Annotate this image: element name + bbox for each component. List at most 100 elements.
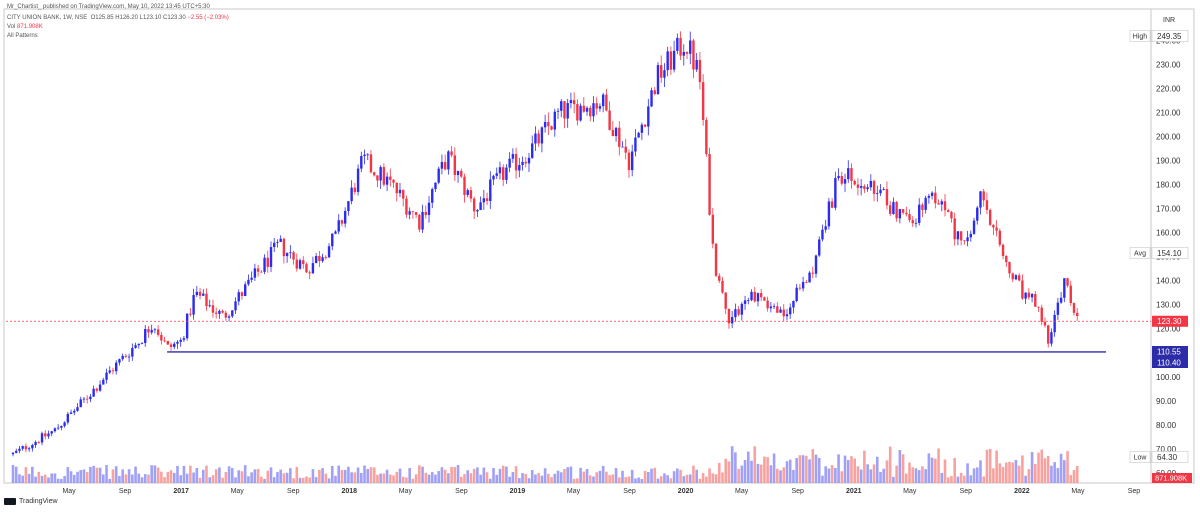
candle-body (1040, 307, 1043, 322)
candle-body (834, 178, 837, 208)
volume-bar (608, 475, 611, 483)
volume-bar (579, 467, 582, 483)
candle-body (156, 329, 160, 335)
candle-body (763, 297, 766, 301)
candle-body (879, 189, 882, 194)
volume-bar (972, 468, 976, 483)
candle-body (930, 192, 934, 196)
candle-body (69, 412, 73, 414)
volume-bar (459, 476, 463, 483)
price-tick-label: 230.00 (1156, 60, 1181, 69)
volume-bar (359, 472, 363, 483)
candle-body (147, 328, 150, 333)
candle-body (730, 317, 734, 324)
candle-body (679, 37, 682, 56)
candle-body (237, 292, 240, 302)
volume-bar (588, 475, 592, 483)
price-labels: High 249.35 Avg 154.10 123.30 110.55 110.40 Low… (1129, 30, 1192, 483)
volume-bar (637, 477, 640, 483)
volume-bar (540, 475, 544, 483)
candle-body (395, 182, 398, 194)
volume-bar (940, 472, 944, 483)
candle-body (372, 172, 376, 176)
volume-bar (340, 469, 344, 483)
candle-body (34, 441, 37, 446)
candle-body (501, 167, 505, 180)
candle-body (282, 238, 286, 257)
candle-body (560, 101, 563, 111)
price-tick-label: 160.00 (1156, 229, 1181, 238)
volume-bar (198, 477, 202, 483)
volume-bar (401, 476, 405, 483)
candle-body (153, 329, 157, 331)
candlestick-series (11, 31, 1079, 457)
volume-bar (534, 474, 537, 483)
volume-bar (163, 477, 166, 483)
candle-body (524, 161, 527, 164)
candle-body (843, 179, 847, 184)
volume-bar (530, 470, 534, 483)
volume-bar (1021, 455, 1024, 483)
volume-bar (214, 469, 218, 483)
candle-body (185, 313, 189, 339)
candle-body (1059, 297, 1063, 303)
candle-body (1053, 314, 1056, 333)
candle-body (256, 268, 260, 272)
volume-bar (721, 472, 724, 483)
volume-bar (869, 469, 873, 483)
candle-body (727, 308, 731, 324)
volume-bar (737, 468, 740, 483)
time-tick-label: 2019 (510, 488, 526, 495)
volume-bar (863, 450, 866, 483)
volume-bar (50, 473, 54, 483)
volume-bar (550, 477, 553, 483)
candle-body (624, 146, 627, 153)
volume-bar (218, 467, 221, 483)
candle-body (456, 170, 460, 176)
volume-bar (982, 476, 986, 483)
volume-bar (205, 465, 208, 483)
candle-body (192, 295, 195, 315)
volume-bar (698, 478, 702, 483)
candle-body (131, 347, 134, 357)
volume-bar (450, 466, 453, 483)
volume-bar (898, 450, 902, 483)
candle-body (934, 192, 937, 204)
candle-body (434, 182, 437, 190)
volume-bar (1069, 475, 1073, 483)
candle-body (518, 165, 521, 171)
volume-bar (279, 469, 282, 483)
volume-bar (563, 468, 566, 483)
volume-bar (40, 475, 44, 483)
volume-bar (617, 477, 621, 483)
currency-label: INR (1163, 17, 1175, 24)
indicator-line[interactable]: All Patterns (7, 33, 38, 39)
volume-bar (172, 472, 176, 483)
tradingview-logo[interactable]: TradingView (4, 498, 58, 505)
candle-body (859, 186, 863, 188)
candle-body (795, 287, 798, 302)
volume-bar (269, 467, 273, 483)
volume-bar (930, 457, 934, 483)
price-axis[interactable]: INR 60.0070.0080.0090.00100.00110.00120.… (1156, 17, 1181, 478)
volume-bar (966, 463, 969, 483)
volume-bar (201, 469, 205, 483)
candle-body (959, 231, 963, 241)
volume-bar (611, 474, 615, 483)
candle-body (818, 239, 821, 256)
candle-body (476, 210, 479, 212)
volume-bar (669, 478, 673, 483)
volume-bar (956, 476, 960, 483)
volume-bar (727, 461, 731, 483)
volume-bar (237, 470, 241, 483)
candle-body (885, 188, 889, 206)
candle-body (253, 268, 257, 278)
volume-bar (953, 458, 956, 483)
symbol-name[interactable]: CITY UNION BANK, 1W, NSE (7, 15, 88, 21)
volume-bar (950, 476, 953, 483)
volume-bar (753, 446, 757, 483)
volume-bar (37, 471, 41, 483)
time-tick-label: Sep (960, 488, 973, 495)
time-axis[interactable]: May Sep 2017 May Sep 2018 May Sep 2019 May Sep 2020… (62, 488, 1140, 495)
